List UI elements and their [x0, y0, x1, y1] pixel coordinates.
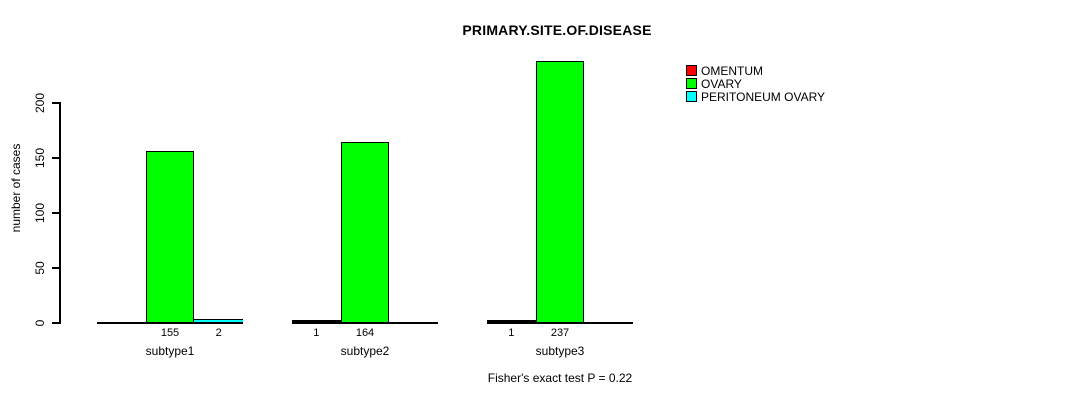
y-axis-tick — [52, 212, 60, 214]
legend-label-omentum: OMENTUM — [701, 63, 763, 78]
bar-peritoneum-ovary-subtype1 — [194, 319, 243, 322]
legend: OMENTUM OVARY PERITONEUM OVARY — [686, 63, 826, 104]
footer-annotation: Fisher's exact test P = 0.22 — [487, 371, 633, 385]
y-tick-label: 150 — [33, 147, 47, 169]
y-tick-label: 200 — [33, 92, 47, 114]
legend-swatch-omentum — [686, 65, 697, 76]
y-tick-label: 0 — [33, 319, 47, 327]
bar-value-label: 2 — [215, 327, 222, 339]
legend-item-peritoneum-ovary: PERITONEUM OVARY — [686, 89, 826, 104]
y-tick-label: 50 — [33, 261, 47, 275]
bar-value-label: 1 — [508, 327, 515, 339]
legend-item-ovary: OVARY — [686, 76, 825, 91]
legend-label-peritoneum-ovary: PERITONEUM OVARY — [701, 89, 826, 104]
category-label: subtype1 — [145, 344, 195, 358]
category-label: subtype3 — [535, 344, 585, 358]
legend-label-ovary: OVARY — [701, 76, 742, 91]
y-tick-label: 100 — [33, 202, 47, 224]
legend-swatch-ovary — [686, 78, 697, 89]
bar-omentum-subtype2 — [292, 320, 341, 322]
legend-item-omentum: OMENTUM — [686, 63, 825, 78]
bar-value-label: 237 — [550, 327, 570, 339]
y-axis-tick — [52, 157, 60, 159]
legend-swatch-peritoneum-ovary — [686, 91, 697, 102]
bar-value-label: 164 — [355, 327, 375, 339]
bar-ovary-subtype3 — [535, 61, 585, 322]
chart-title: PRIMARY.SITE.OF.DISEASE — [462, 22, 652, 38]
group-baseline — [97, 322, 243, 324]
bar-value-label: 155 — [160, 327, 180, 339]
group-baseline — [292, 322, 438, 324]
bar-value-label: 1 — [313, 327, 320, 339]
y-axis-tick — [52, 322, 60, 324]
y-axis-tick — [52, 267, 60, 269]
category-label: subtype2 — [340, 344, 390, 358]
bar-ovary-subtype2 — [340, 142, 390, 322]
bar-ovary-subtype1 — [145, 151, 195, 322]
bar-omentum-subtype3 — [487, 320, 536, 322]
y-axis-tick — [52, 102, 60, 104]
group-baseline — [487, 322, 633, 324]
